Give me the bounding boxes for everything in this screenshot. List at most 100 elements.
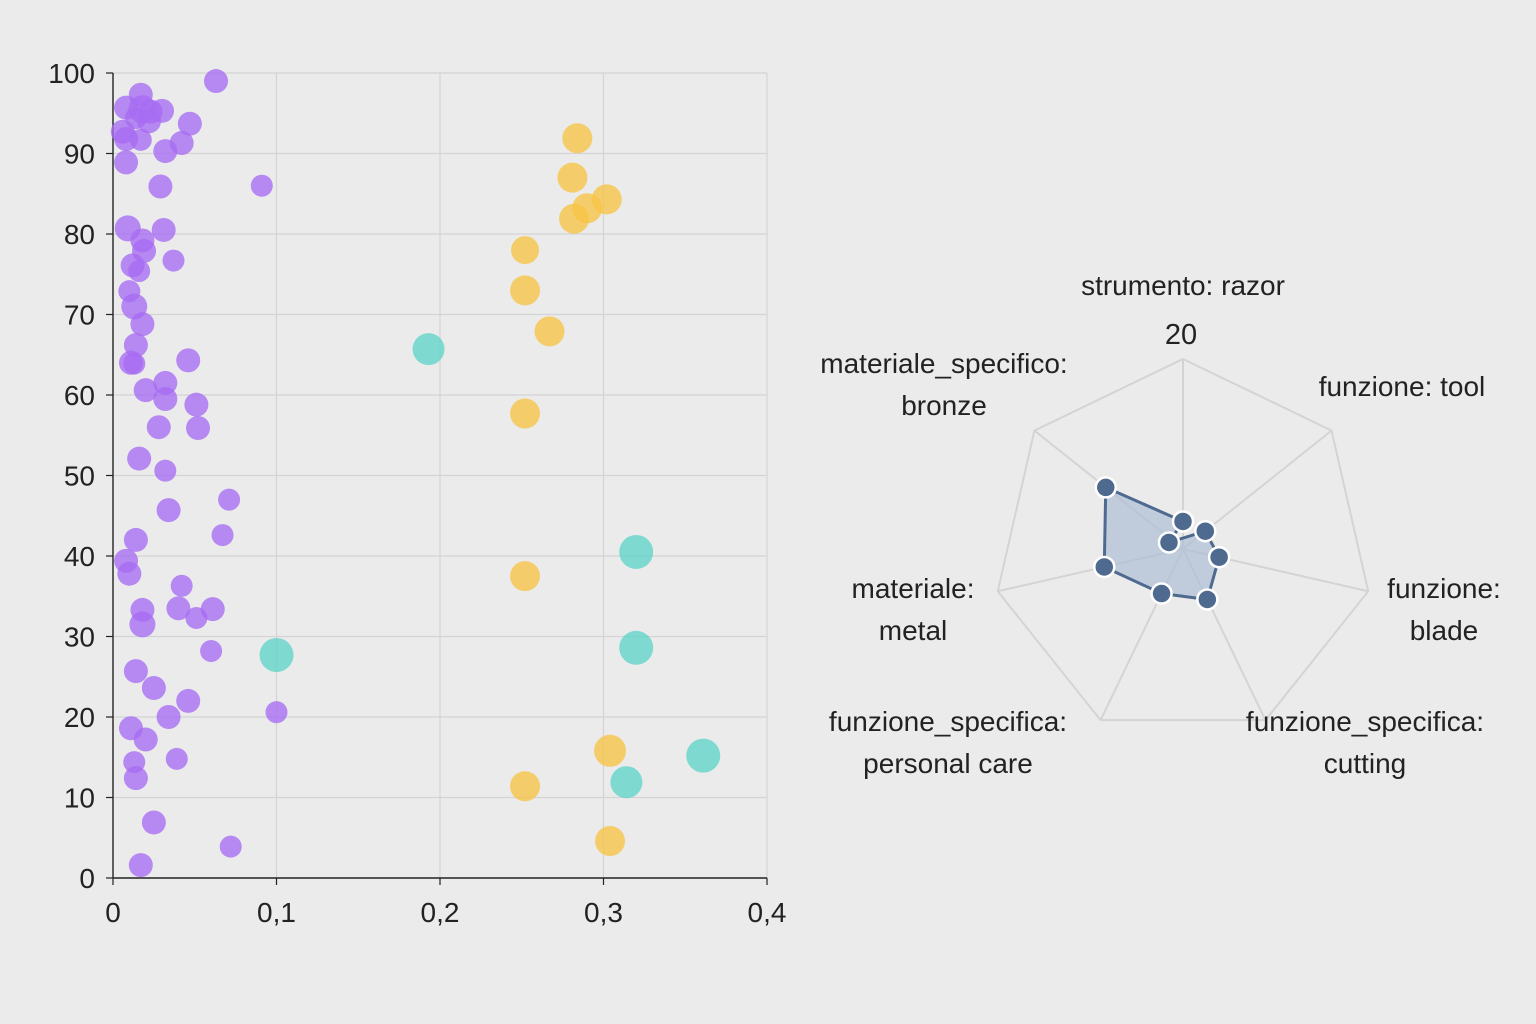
scatter-point-purple (176, 348, 201, 373)
radar-axis-label: funzione_specifica: (1246, 706, 1484, 737)
radar-axis-label: materiale_specifico: (820, 348, 1067, 379)
scatter-point-purple (146, 415, 171, 440)
radar-scale-label: 20 (1165, 319, 1197, 351)
scatter-point-purple (151, 217, 176, 242)
y-tick-label: 20 (64, 702, 95, 733)
scatter-point-purple (177, 111, 202, 136)
scatter-point-purple (218, 488, 241, 511)
radar-axis-label: strumento: razor (1081, 270, 1285, 301)
scatter-point-teal (686, 738, 721, 773)
scatter-point-yellow (511, 236, 540, 265)
y-tick-label: 60 (64, 380, 95, 411)
radar-point (1094, 476, 1118, 499)
scatter-point-purple (204, 69, 229, 94)
radar-series (1093, 476, 1231, 611)
scatter-point-teal (610, 766, 643, 799)
scatter-tick-labels: 0 10 20 30 40 50 60 70 80 90 100 0 0,1 0,2 0,3 0,4 (48, 58, 786, 928)
scatter-point-yellow (562, 123, 593, 154)
radar-point (1171, 510, 1195, 533)
scatter-point-purple (117, 561, 142, 586)
radar-axis-label: personal care (863, 748, 1033, 779)
radar-point (1196, 588, 1219, 611)
scatter-point-purple (148, 174, 173, 199)
radar-point (1093, 555, 1116, 579)
scatter-point-purple (128, 853, 153, 878)
y-tick-label: 10 (64, 783, 95, 814)
scatter-gridlines (113, 72, 768, 878)
scatter-point-teal (619, 630, 654, 665)
scatter-point-purple (153, 139, 178, 164)
y-tick-label: 90 (64, 139, 95, 170)
scatter-point-purple (156, 705, 181, 729)
scatter-point-purple (141, 810, 166, 835)
scatter-point-purple (185, 606, 208, 629)
scatter-point-purple (123, 352, 146, 375)
scatter-point-purple (153, 387, 178, 412)
scatter-point-purple (200, 639, 223, 662)
scatter-point-purple (133, 727, 158, 752)
radar-axis-labels: 20 strumento: razor funzione: tool funzione… (820, 270, 1501, 779)
scatter-point-purple (211, 524, 234, 547)
scatter-point-purple (129, 128, 152, 151)
radar-axis-label: funzione: tool (1319, 371, 1486, 402)
scatter-point-purple (166, 596, 191, 621)
scatter-point-purple (127, 446, 152, 471)
scatter-point-purple (114, 150, 139, 175)
y-tick-label: 70 (64, 300, 95, 331)
y-tick-label: 50 (64, 461, 95, 492)
scatter-point-yellow (510, 771, 541, 802)
radar-point (1157, 531, 1181, 554)
scatter-point-purple (154, 459, 177, 482)
y-tick-label: 100 (48, 58, 95, 89)
scatter-point-teal (412, 333, 445, 366)
scatter-point-purple (123, 527, 148, 552)
radar-point (1150, 582, 1173, 605)
scatter-point-purple (250, 174, 273, 197)
x-tick-label: 0,1 (257, 897, 296, 928)
scatter-point-purple (123, 659, 148, 684)
radar-axis-label: materiale: (852, 573, 975, 604)
scatter-points (110, 69, 721, 878)
scatter-point-yellow (534, 316, 565, 347)
scatter-point-yellow (595, 825, 626, 856)
scatter-point-yellow (557, 162, 588, 193)
scatter-point-purple (184, 392, 209, 417)
scatter-point-yellow (594, 734, 627, 767)
radar-axis-label: metal (879, 615, 947, 646)
radar-axis-label: funzione: (1387, 573, 1501, 604)
scatter-point-purple (170, 574, 193, 597)
scatter-point-purple (186, 416, 211, 441)
y-tick-label: 30 (64, 622, 95, 653)
x-tick-label: 0,3 (584, 897, 623, 928)
y-tick-label: 80 (64, 219, 95, 250)
radar-axis-label: cutting (1324, 748, 1407, 779)
scatter-point-purple (141, 676, 166, 701)
scatter-point-purple (123, 766, 148, 791)
radar-axis-label: funzione_specifica: (829, 706, 1067, 737)
scatter-point-purple (130, 312, 155, 337)
scatter-point-purple (129, 611, 156, 638)
scatter-point-purple (162, 249, 185, 272)
y-tick-label: 0 (79, 863, 95, 894)
x-tick-label: 0,2 (421, 897, 460, 928)
scatter-point-purple (156, 498, 181, 523)
scatter-point-yellow (510, 275, 541, 306)
x-tick-label: 0 (105, 897, 121, 928)
scatter-point-purple (136, 109, 161, 134)
scatter-point-purple (176, 688, 201, 713)
radar-outer-ring (996, 357, 1370, 722)
scatter-point-purple (265, 701, 288, 724)
scatter-point-teal (259, 638, 294, 673)
radar-point (1194, 519, 1217, 543)
scatter-point-purple (133, 378, 158, 403)
scatter-point-yellow (510, 398, 541, 429)
scatter-point-purple (128, 260, 151, 283)
x-tick-label: 0,4 (748, 897, 787, 928)
scatter-point-yellow (510, 561, 541, 592)
scatter-point-yellow (559, 203, 590, 234)
scatter-point-purple (219, 835, 242, 858)
radar-axis-label: bronze (901, 390, 987, 421)
radar-axis-label: blade (1410, 615, 1479, 646)
